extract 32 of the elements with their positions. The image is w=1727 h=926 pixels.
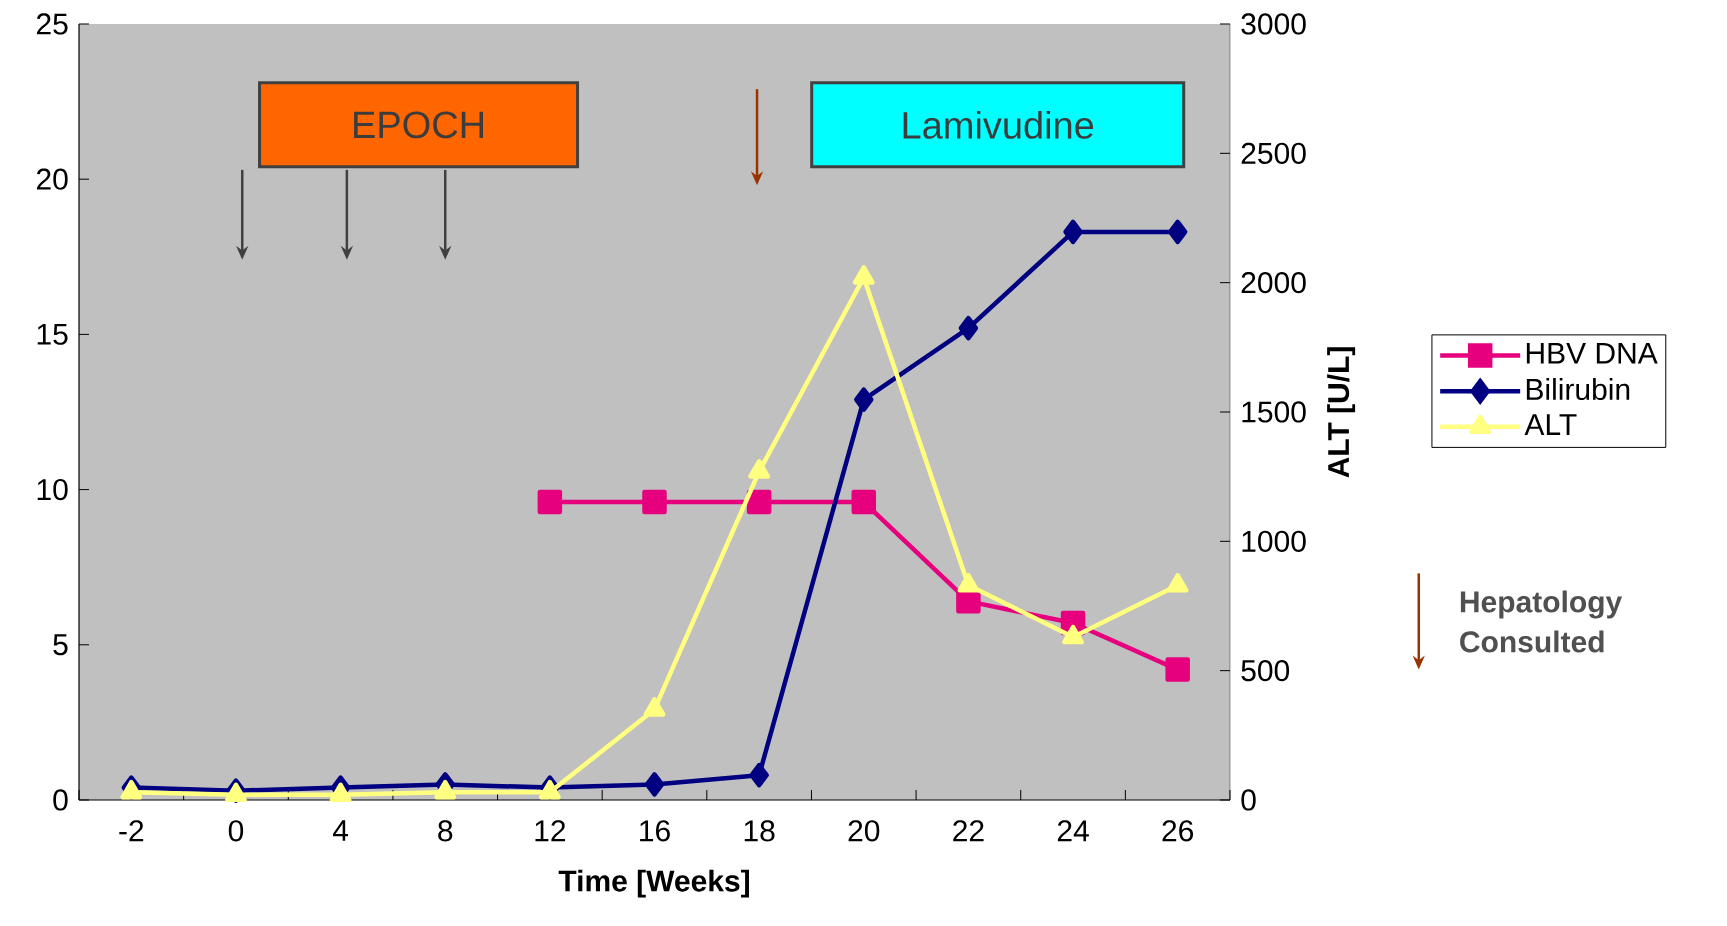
legend-label: HBV DNA bbox=[1526, 342, 1658, 364]
y2-tick-label: 1500 bbox=[1242, 401, 1306, 423]
annotation: EPOCH bbox=[354, 111, 484, 139]
y-tick-label: 25 bbox=[36, 13, 68, 35]
y-tick-label: 15 bbox=[37, 323, 68, 345]
text: Hepatology Consulted bbox=[1460, 590, 1623, 653]
y2-tick-label: 2500 bbox=[1241, 142, 1306, 164]
x-tick-label: 18 bbox=[744, 820, 775, 842]
legend-label: Bilirubin bbox=[1526, 378, 1630, 401]
y2-tick-label: 0 bbox=[1241, 789, 1256, 811]
y2-axis-title: ALT [U/L] bbox=[1327, 347, 1356, 478]
x-tick-label: 20 bbox=[848, 820, 880, 842]
x-tick-label: 26 bbox=[1162, 820, 1194, 842]
y2-tick-label: 1000 bbox=[1242, 530, 1306, 552]
y-tick-label: 0 bbox=[53, 789, 68, 811]
x-tick-label: -2 bbox=[119, 820, 144, 842]
y2-tick-label: 3000 bbox=[1241, 13, 1306, 35]
x-tick-label: 8 bbox=[438, 820, 453, 842]
y-tick-label: 5 bbox=[53, 634, 68, 656]
annotation: Lamivudine bbox=[903, 110, 1094, 139]
x-tick-label: 22 bbox=[953, 820, 984, 842]
y-tick-label: 10 bbox=[37, 478, 68, 501]
y2-tick-label: 500 bbox=[1241, 660, 1290, 682]
x-tick-label: 4 bbox=[332, 820, 349, 841]
y-tick-label: 20 bbox=[36, 168, 68, 190]
x-tick-label: 16 bbox=[640, 820, 670, 842]
legend-label: ALT bbox=[1524, 414, 1577, 435]
x-axis-title: Time [Weeks] bbox=[558, 869, 749, 898]
x-tick-label: 12 bbox=[535, 820, 566, 842]
x-tick-label: 0 bbox=[228, 820, 244, 842]
y2-tick-label: 2000 bbox=[1241, 272, 1306, 294]
x-tick-label: 24 bbox=[1057, 820, 1089, 842]
